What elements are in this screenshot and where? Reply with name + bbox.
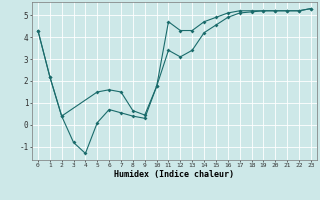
X-axis label: Humidex (Indice chaleur): Humidex (Indice chaleur) <box>115 170 234 179</box>
